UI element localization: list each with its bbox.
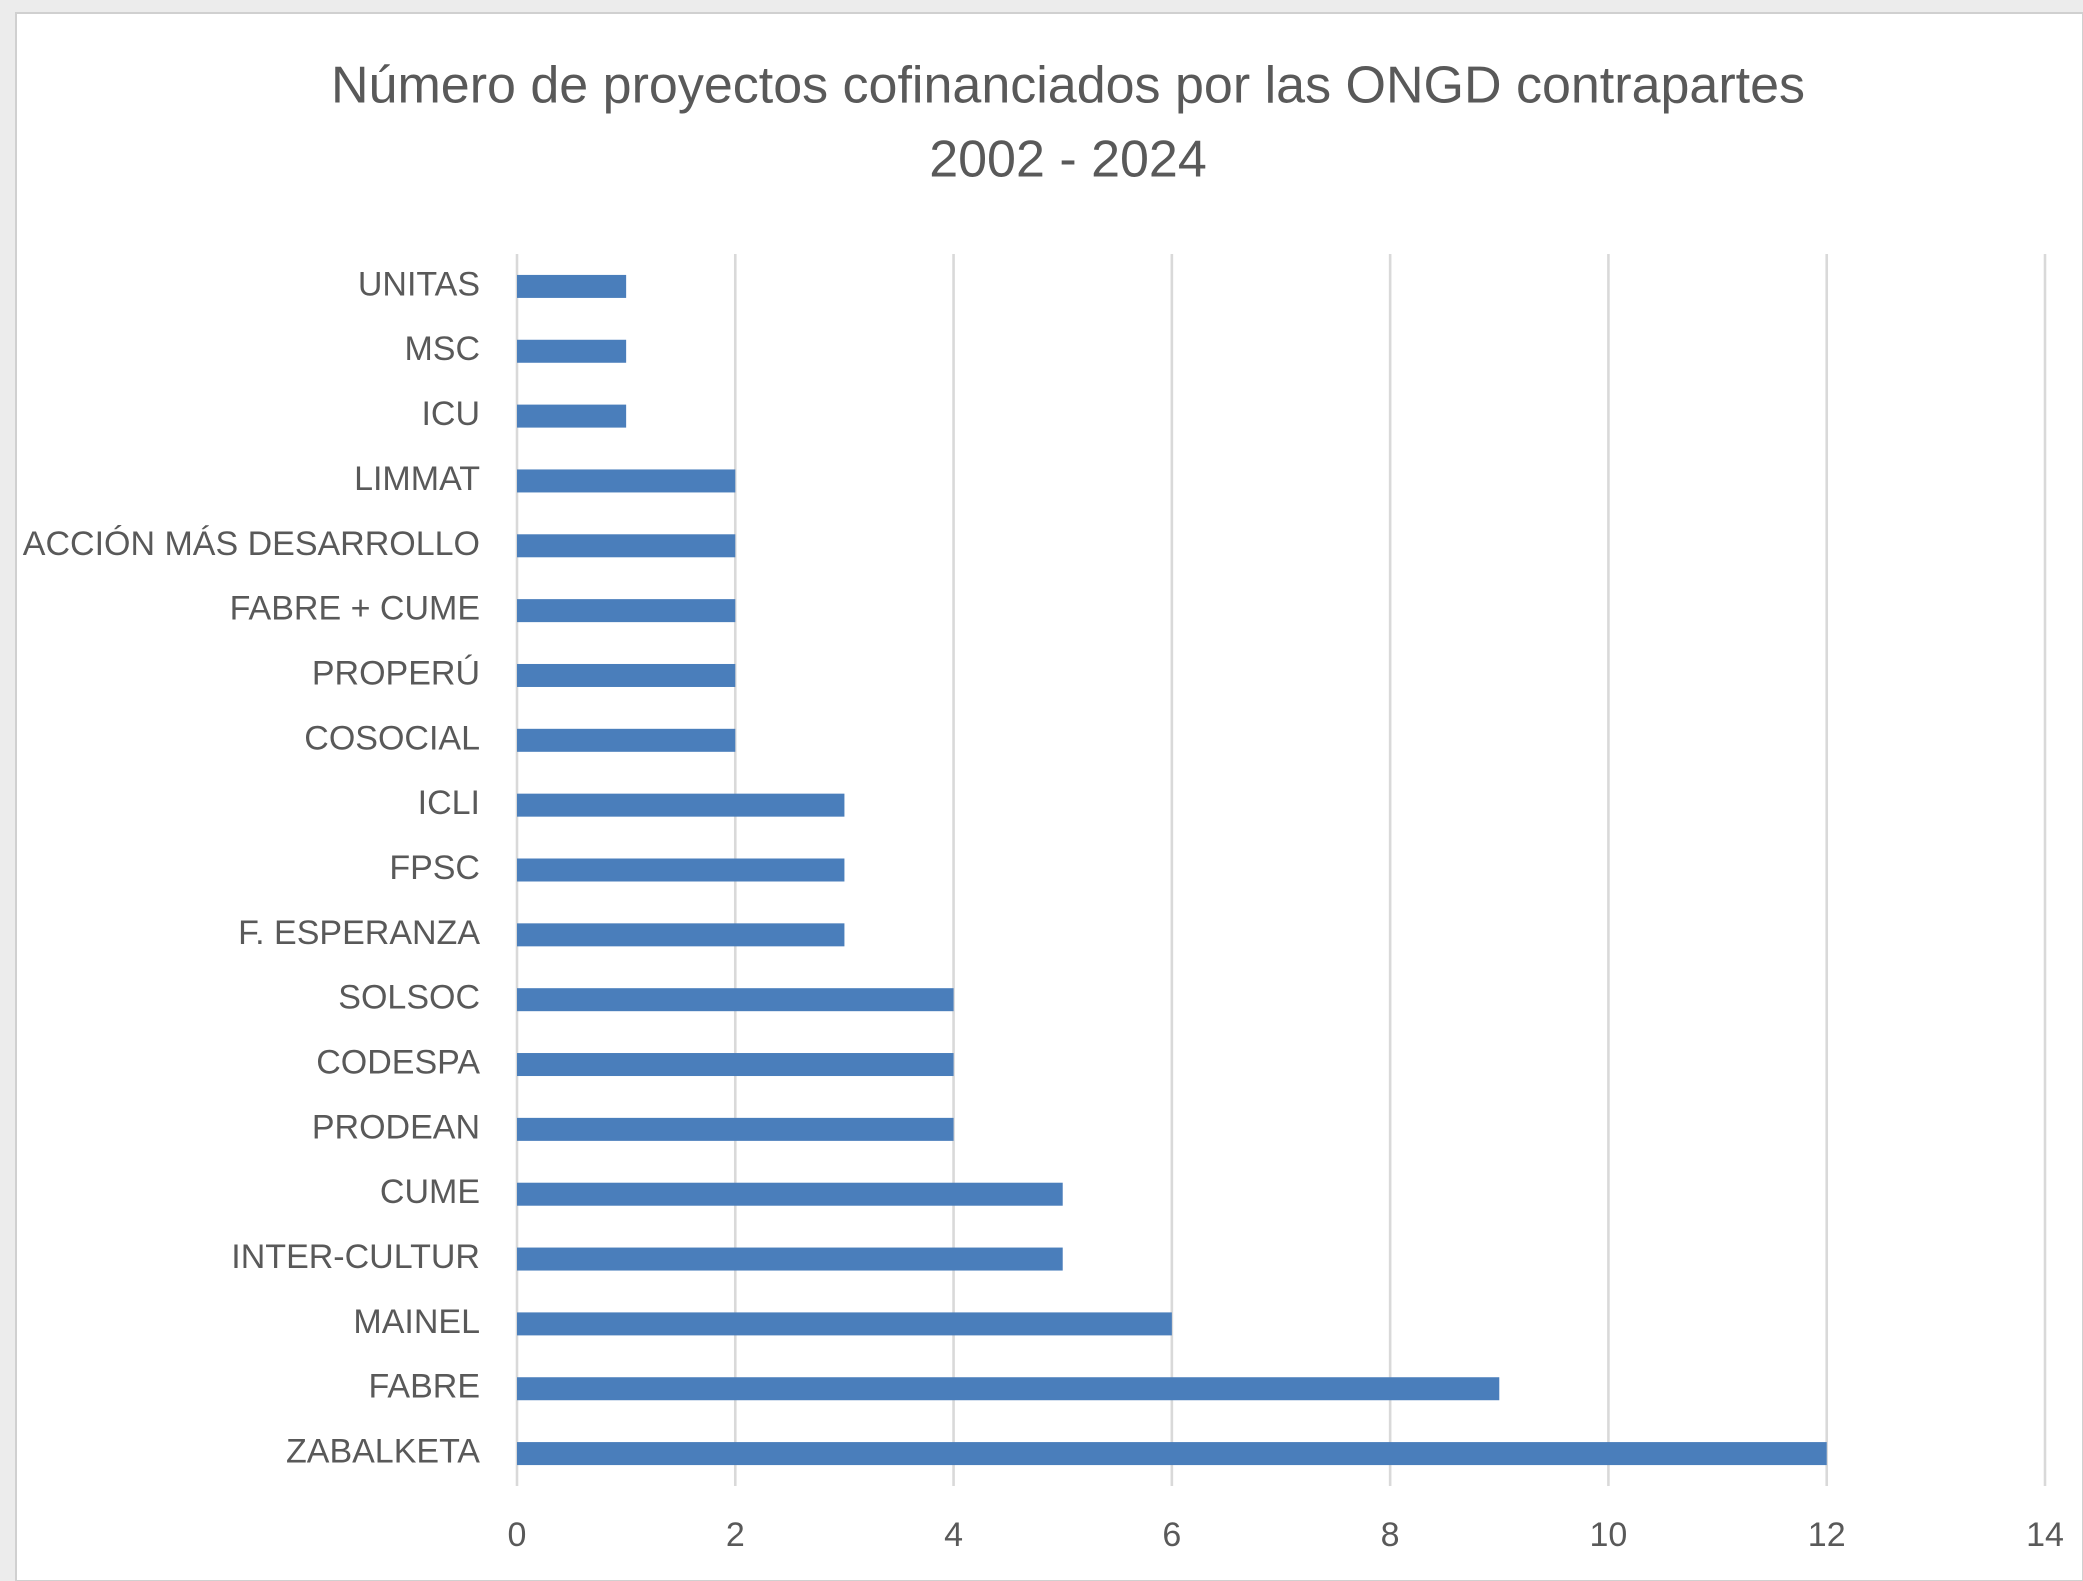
bar xyxy=(517,534,736,558)
bar xyxy=(517,1247,1063,1271)
y-tick-label: CUME xyxy=(380,1173,480,1211)
chart-title: Número de proyectos cofinanciados por la… xyxy=(331,57,1805,115)
y-tick-label: SOLSOC xyxy=(338,979,480,1017)
bar xyxy=(517,339,627,363)
bar xyxy=(517,793,845,817)
chart-area xyxy=(15,12,2083,1581)
y-tick-label: ZABALKETA xyxy=(286,1433,480,1471)
x-tick-label: 0 xyxy=(508,1516,527,1554)
bar xyxy=(517,1053,954,1077)
bar xyxy=(517,663,736,687)
y-tick-label: MSC xyxy=(404,330,480,368)
bar xyxy=(517,469,736,493)
bar xyxy=(517,404,627,428)
y-tick-label: COSOCIAL xyxy=(304,719,480,757)
bar xyxy=(517,923,845,947)
chart-subtitle: 2002 - 2024 xyxy=(929,131,1207,189)
y-tick-label: ICLI xyxy=(418,784,480,822)
bar xyxy=(517,1182,1063,1206)
y-tick-label: PRODEAN xyxy=(312,1108,480,1146)
y-tick-label: MAINEL xyxy=(353,1303,480,1341)
x-tick-label: 6 xyxy=(1162,1516,1181,1554)
x-tick-label: 2 xyxy=(726,1516,745,1554)
x-tick-label: 12 xyxy=(1808,1516,1846,1554)
bar xyxy=(517,1312,1172,1336)
y-tick-label: INTER-CULTUR xyxy=(231,1238,480,1276)
x-tick-label: 4 xyxy=(944,1516,963,1554)
y-tick-label: UNITAS xyxy=(358,265,480,303)
y-tick-label: ICU xyxy=(421,395,480,433)
x-tick-label: 8 xyxy=(1381,1516,1400,1554)
x-tick-label: 10 xyxy=(1590,1516,1628,1554)
bar xyxy=(517,1377,1500,1401)
x-tick-label: 14 xyxy=(2026,1516,2064,1554)
y-tick-label: FABRE xyxy=(369,1368,480,1406)
bar xyxy=(517,274,627,298)
bar xyxy=(517,599,736,623)
bar xyxy=(517,728,736,752)
bar xyxy=(517,1442,1827,1466)
y-tick-label: CODESPA xyxy=(316,1044,480,1082)
y-tick-label: ACCIÓN MÁS DESARROLLO xyxy=(23,525,480,563)
bar xyxy=(517,988,954,1012)
bar xyxy=(517,1117,954,1141)
bar xyxy=(517,858,845,882)
y-tick-label: LIMMAT xyxy=(354,460,480,498)
y-tick-label: PROPERÚ xyxy=(312,654,480,692)
y-tick-label: FPSC xyxy=(389,849,480,887)
y-tick-label: FABRE + CUME xyxy=(230,590,480,628)
y-tick-label: F. ESPERANZA xyxy=(238,914,480,952)
